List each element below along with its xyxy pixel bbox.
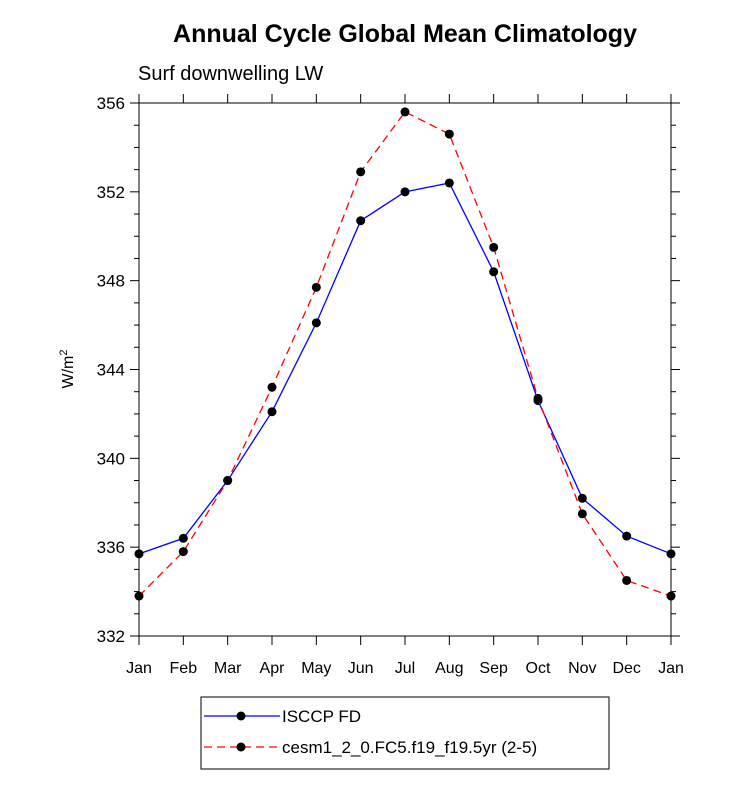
series-2-marker	[666, 591, 676, 601]
x-tick-label: Sep	[479, 660, 508, 677]
series-2-marker	[444, 129, 454, 139]
legend: ISCCP FD cesm1_2_0.FC5.f19_f19.5yr (2-5)	[200, 696, 610, 770]
series-1-marker	[311, 318, 321, 328]
chart-title: Annual Cycle Global Mean Climatology	[173, 20, 637, 48]
series-1-marker	[577, 493, 587, 503]
series-2-marker	[533, 393, 543, 403]
series-1-marker	[666, 549, 676, 559]
x-tick-label: Feb	[170, 660, 198, 677]
series-2-marker	[356, 167, 366, 177]
legend-marker-2	[236, 742, 246, 752]
series-1-marker	[267, 407, 277, 417]
series-1-marker	[356, 216, 366, 226]
legend-label-2: cesm1_2_0.FC5.f19_f19.5yr (2-5)	[282, 738, 537, 757]
y-axis-label-text: W/m	[60, 356, 77, 389]
x-tick-label: Jun	[348, 660, 374, 677]
series-line-1	[138, 182, 672, 555]
y-tick-label: 352	[97, 183, 125, 202]
x-tick-label: May	[301, 660, 331, 677]
x-tick-label: Nov	[568, 660, 596, 677]
series-2-marker	[489, 242, 499, 252]
x-tick-label: Dec	[612, 660, 640, 677]
series-2-marker	[178, 547, 188, 557]
series-line-2	[138, 111, 672, 597]
x-tick-label: Mar	[214, 660, 242, 677]
chart-subtitle: Surf downwelling LW	[138, 63, 323, 85]
y-tick-label: 348	[97, 272, 125, 291]
series-1-marker	[444, 178, 454, 188]
y-axis-label: W/m2	[58, 350, 77, 389]
y-axis-label-superscript: 2	[58, 350, 70, 356]
x-tick-label: Jan	[658, 660, 684, 677]
y-tick-label: 336	[97, 538, 125, 557]
y-tick-label: 332	[97, 627, 125, 646]
series-2-marker	[134, 591, 144, 601]
series-2-marker	[267, 382, 277, 392]
series-1-marker	[134, 549, 144, 559]
series-2-marker	[622, 575, 632, 585]
series-2-marker	[223, 476, 233, 486]
series-1-marker	[400, 187, 410, 197]
y-tick-label: 344	[97, 361, 125, 380]
x-tick-label: Apr	[260, 660, 286, 677]
plot-frame	[138, 102, 672, 637]
series-1-marker	[622, 531, 632, 541]
series-2-marker	[311, 282, 321, 292]
x-tick-label: Aug	[435, 660, 463, 677]
y-tick-label: 340	[97, 449, 125, 468]
series-2-marker	[577, 509, 587, 519]
series-1-marker	[489, 267, 499, 277]
x-tick-label: Jul	[395, 660, 415, 677]
x-tick-label: Jan	[126, 660, 152, 677]
series-1-marker	[178, 533, 188, 543]
plot-area: 332 336 340 344 348 352 356 Jan Feb Mar Apr May Jun J…	[97, 94, 684, 677]
x-tick-label: Oct	[526, 660, 551, 677]
legend-marker-1	[236, 711, 246, 721]
legend-box	[200, 696, 610, 770]
y-tick-label: 356	[97, 94, 125, 113]
legend-label-1: ISCCP FD	[282, 707, 361, 726]
series-2-marker	[400, 107, 410, 117]
